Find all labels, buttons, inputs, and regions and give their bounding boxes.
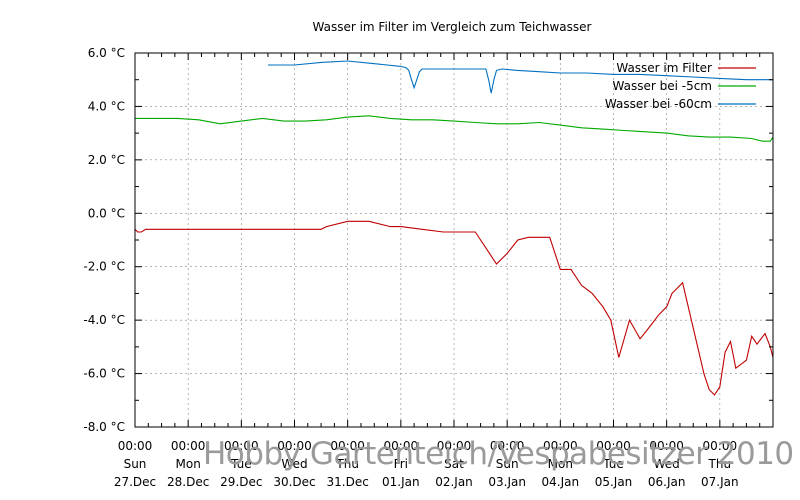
x-tick-weekday: Sun bbox=[496, 457, 519, 471]
series-line-2 bbox=[135, 115, 774, 142]
chart-title: Wasser im Filter im Vergleich zum Teichw… bbox=[313, 20, 592, 34]
x-tick-weekday: Tue bbox=[602, 457, 624, 471]
y-tick-label: -8.0 °C bbox=[83, 420, 125, 434]
x-tick-date: 30.Dec bbox=[273, 475, 315, 489]
watermark: Hobby Gartenteich/Vespabesitzer 2010 bbox=[203, 436, 794, 472]
y-tick-label: -4.0 °C bbox=[83, 313, 125, 327]
x-tick-time: 00:00 bbox=[596, 439, 631, 453]
x-tick-time: 00:00 bbox=[437, 439, 472, 453]
x-tick-date: 02.Jan bbox=[435, 475, 473, 489]
x-tick-weekday: Thu bbox=[708, 457, 732, 471]
x-tick-weekday: Mon bbox=[176, 457, 201, 471]
y-tick-label: 0.0 °C bbox=[88, 206, 125, 220]
y-tick-label: -6.0 °C bbox=[83, 367, 125, 381]
legend: Wasser im Filter Wasser bei -5cm Wasser be… bbox=[605, 61, 756, 111]
x-tick-date: 07.Jan bbox=[701, 475, 739, 489]
series-line-3 bbox=[267, 60, 773, 94]
x-tick-time: 00:00 bbox=[703, 439, 738, 453]
x-tick-time: 00:00 bbox=[171, 439, 206, 453]
x-tick-date: 05.Jan bbox=[595, 475, 633, 489]
x-tick-time: 00:00 bbox=[384, 439, 419, 453]
x-tick-time: 00:00 bbox=[490, 439, 525, 453]
y-tick-label: -2.0 °C bbox=[83, 260, 125, 274]
x-tick-date: 28.Dec bbox=[167, 475, 209, 489]
x-tick-date: 04.Jan bbox=[542, 475, 580, 489]
legend-label-3: Wasser bei -60cm bbox=[605, 97, 712, 111]
x-tick-weekday: Sun bbox=[124, 457, 147, 471]
series-layer bbox=[134, 60, 774, 396]
x-tick-time: 00:00 bbox=[224, 439, 259, 453]
x-tick-weekday: Mon bbox=[548, 457, 573, 471]
x-tick-date: 29.Dec bbox=[220, 475, 262, 489]
ticks: 6.0 °C 4.0 °C 2.0 °C 0.0 °C -2.0 °C -4.0 °C -6… bbox=[83, 46, 773, 489]
x-tick-date: 06.Jan bbox=[648, 475, 686, 489]
grid bbox=[135, 53, 773, 427]
legend-label-2: Wasser bei -5cm bbox=[613, 79, 713, 93]
x-tick-date: 01.Jan bbox=[382, 475, 420, 489]
x-tick-time: 00:00 bbox=[649, 439, 684, 453]
x-tick-date: 31.Dec bbox=[327, 475, 369, 489]
y-tick-label: 4.0 °C bbox=[88, 99, 125, 113]
x-tick-weekday: Tue bbox=[230, 457, 252, 471]
x-tick-date: 03.Jan bbox=[488, 475, 526, 489]
x-tick-weekday: Wed bbox=[654, 457, 680, 471]
y-tick-label: 6.0 °C bbox=[88, 46, 125, 60]
x-tick-time: 00:00 bbox=[277, 439, 312, 453]
x-tick-date: 27.Dec bbox=[114, 475, 156, 489]
x-tick-weekday: Fri bbox=[394, 457, 408, 471]
x-tick-time: 00:00 bbox=[330, 439, 365, 453]
series-line-1 bbox=[134, 220, 774, 396]
legend-label-1: Wasser im Filter bbox=[616, 61, 712, 75]
x-tick-time: 00:00 bbox=[118, 439, 153, 453]
x-tick-weekday: Wed bbox=[281, 457, 307, 471]
x-tick-weekday: Sat bbox=[444, 457, 464, 471]
x-tick-time: 00:00 bbox=[543, 439, 578, 453]
y-tick-label: 2.0 °C bbox=[88, 153, 125, 167]
x-tick-weekday: Thu bbox=[335, 457, 359, 471]
